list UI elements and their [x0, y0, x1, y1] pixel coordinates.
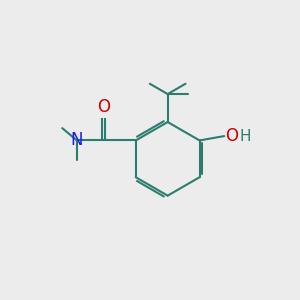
Text: O: O: [97, 98, 110, 116]
Text: N: N: [71, 131, 83, 149]
Text: O: O: [225, 127, 239, 145]
Text: H: H: [239, 129, 251, 144]
